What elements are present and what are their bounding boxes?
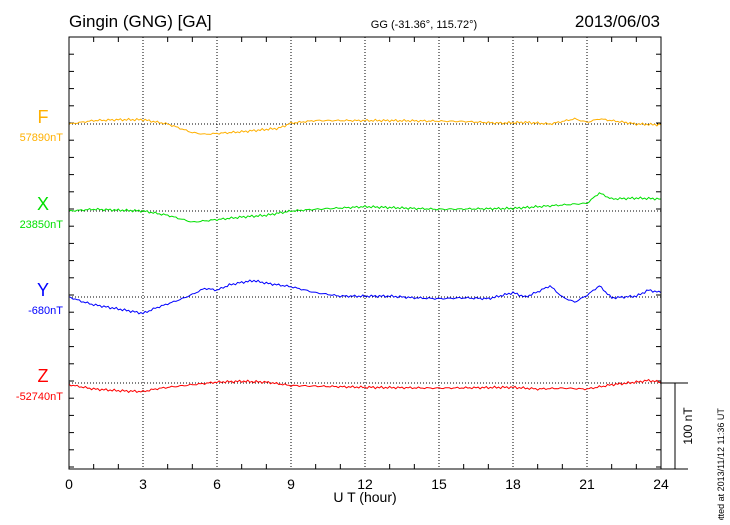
chart-date: 2013/06/03 (575, 12, 660, 31)
series-line-y (68, 279, 662, 315)
series-name-y: Y (37, 280, 49, 300)
series-line-z (68, 378, 662, 394)
x-tick-label: 18 (505, 476, 521, 492)
footer-plotted: Plotted at 2013/11/12 11:36 UT (716, 408, 726, 520)
plot-frame (68, 36, 662, 470)
chart-title: Gingin (GNG) [GA] (69, 12, 212, 31)
scale-bar-label: 100 nT (681, 407, 695, 445)
x-tick-label: 9 (287, 476, 295, 492)
chart-subtitle: GG (-31.36°, 115.72°) (371, 19, 477, 31)
series-baseline-z: -52740nT (16, 391, 63, 403)
x-tick-label: 6 (213, 476, 221, 492)
series-line-x (68, 192, 662, 223)
x-tick-label: 12 (357, 476, 373, 492)
x-tick-label: 21 (579, 476, 595, 492)
x-tick-label: 15 (431, 476, 447, 492)
series-name-z: Z (38, 366, 49, 386)
series-baseline-f: 57890nT (20, 132, 64, 144)
x-tick-label: 24 (653, 476, 669, 492)
x-tick-label: 3 (139, 476, 147, 492)
x-tick-label: 0 (65, 476, 73, 492)
series-name-f: F (38, 107, 49, 127)
series-line-f (68, 117, 662, 135)
series-baseline-x: 23850nT (20, 219, 64, 231)
series-baseline-y: -680nT (28, 305, 63, 317)
x-axis-label: U T (hour) (333, 489, 396, 505)
scale-bar: 100 nT (661, 382, 695, 470)
series-name-x: X (37, 194, 49, 214)
